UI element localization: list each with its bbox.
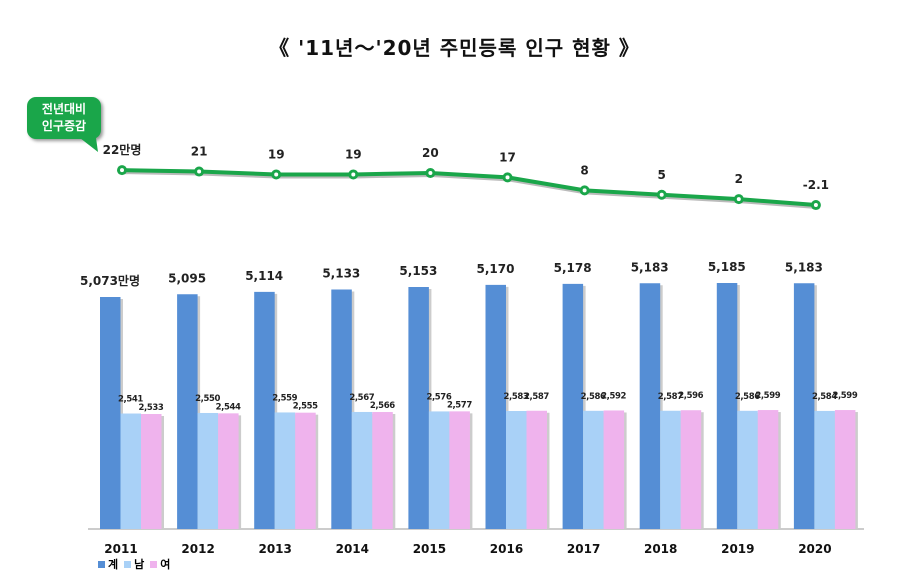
bar-label: 2,576 [426,392,451,402]
bar-계-2017 [562,283,584,529]
bar-계-2015 [408,287,429,529]
bar-남-2015 [428,411,450,529]
bar-남-2018 [660,410,681,529]
bar-남-2016 [506,411,527,529]
bar-label: 5,183 [631,260,669,274]
bar-label: 2,586 [735,392,760,402]
legend-label: 여 [160,558,171,571]
bar-남-2020 [814,410,835,529]
legend-item: 계 [98,556,118,572]
bar-label: 2,587 [524,392,549,402]
bar-남-2012 [197,412,219,529]
bar-계-2011 [100,297,121,529]
bar-남-2011 [120,413,141,529]
bar-남-2014 [351,411,373,529]
x-tick-label: 2012 [181,542,214,556]
callout-line1: 전년대비 [41,102,87,116]
bar-남-2017 [583,410,604,529]
bar-label: 2,583 [504,392,529,402]
legend-swatch [124,561,132,568]
legend-item: 여 [150,556,170,572]
x-tick-label: 2016 [490,542,523,556]
bar-계-2018 [639,283,661,529]
bar-label: 2,596 [678,391,703,401]
bar-여-2015 [449,411,470,529]
bar-label: 2,544 [216,402,241,412]
x-tick-label: 2018 [644,542,677,556]
x-tick-label: 2014 [336,542,369,556]
bar-남-2019 [737,410,758,529]
chart-title: 《 '11년～'20년 주민등록 인구 현황 》 [269,36,640,60]
bar-계-2019 [716,283,738,529]
bar-여-2011 [141,414,162,529]
bar-여-2018 [680,410,702,529]
bar-계-2012 [177,294,198,529]
x-tick-label: 2019 [721,542,754,556]
bar-여-2014 [372,412,393,529]
x-tick-label: 2011 [104,542,137,556]
bar-label: 2,599 [832,391,857,401]
bar-label: 2,587 [658,392,683,402]
bar-label: 5,183 [785,260,823,274]
legend-swatch [150,561,158,568]
bar-label: 2,584 [812,392,837,402]
line-label: 22만명 [103,142,142,157]
line-label: 8 [580,163,588,177]
bar-label: 5,185 [708,260,746,274]
bar-label: 5,133 [322,267,360,281]
x-tick-label: 2017 [567,542,600,556]
bar-여-2013 [295,412,316,529]
bar-label: 2,577 [447,400,472,410]
line-label: 19 [345,147,362,161]
bar-여-2016 [526,410,547,529]
line-label: 20 [422,146,439,160]
bar-여-2019 [757,410,779,529]
x-tick-label: 2020 [798,542,831,556]
line-series [121,168,817,208]
bar-label: 5,170 [477,262,515,276]
line-label: 5 [658,168,666,182]
bar-label: 2,559 [272,393,297,403]
bar-계-2014 [331,289,352,529]
bar-계-2013 [254,291,275,529]
bar-계-2016 [485,284,506,529]
bar-label: 2,599 [755,391,780,401]
line-label: 21 [191,145,208,159]
line-label: -2.1 [803,178,829,192]
bar-label: 5,095 [168,271,206,285]
x-tick-label: 2013 [258,542,291,556]
callout-tail [80,138,98,152]
bar-label: 2,533 [139,403,164,413]
bar-label: 5,153 [399,264,437,278]
bar-label: 2,586 [581,392,606,402]
line-label: 2 [735,172,743,186]
bar-label: 2,592 [601,391,626,401]
bar-label: 5,178 [554,261,592,275]
callout-line2: 인구증감 [41,119,87,133]
bar-label: 5,073만명 [80,273,140,288]
x-tick-label: 2015 [413,542,446,556]
legend-label: 남 [134,558,145,571]
legend-item: 남 [124,556,144,572]
bar-label: 2,567 [349,393,374,403]
bar-label: 5,114 [245,269,283,283]
bar-label: 2,541 [118,395,143,405]
callout-label: 전년대비 인구증감 [27,97,101,139]
bar-남-2013 [274,412,296,529]
bar-계-2020 [793,283,815,529]
line-label: 17 [499,150,516,164]
line-label: 19 [268,147,285,161]
bar-label: 2,566 [370,401,395,411]
bar-label: 2,555 [293,402,318,412]
bar-label: 2,550 [195,394,220,404]
bar-여-2012 [218,413,239,529]
legend-label: 계 [108,558,119,571]
bar-여-2017 [603,410,625,529]
bar-여-2020 [834,410,856,529]
legend-swatch [98,561,105,568]
